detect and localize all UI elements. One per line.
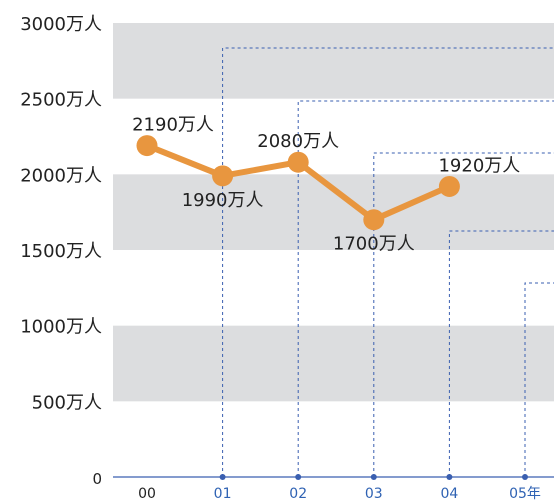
y-tick-label: 3000万人 bbox=[20, 14, 102, 35]
data-label: 2190万人 bbox=[132, 115, 214, 136]
data-label: 2080万人 bbox=[257, 131, 339, 152]
y-tick-label: 1500万人 bbox=[20, 241, 102, 262]
x-tick-label: 00 bbox=[138, 486, 156, 502]
axis-marker-dot bbox=[522, 474, 528, 480]
y-tick-label: 500万人 bbox=[32, 392, 102, 413]
y-tick-label: 2000万人 bbox=[20, 165, 102, 186]
guide-dashed-line bbox=[448, 230, 554, 477]
axis-marker-dot bbox=[370, 474, 377, 480]
data-point bbox=[212, 165, 234, 187]
grid-band bbox=[113, 23, 554, 99]
data-label: 1990万人 bbox=[182, 190, 264, 211]
data-point bbox=[287, 151, 309, 173]
axis-marker-dot bbox=[446, 474, 453, 480]
y-tick-label: 0 bbox=[92, 470, 102, 488]
data-point bbox=[363, 209, 385, 231]
data-label: 1920万人 bbox=[438, 155, 520, 176]
guide-dashed-line bbox=[222, 47, 554, 477]
axis-marker-dot bbox=[219, 474, 226, 480]
guide-dashed-line bbox=[297, 100, 554, 477]
y-tick-label: 2500万人 bbox=[20, 90, 102, 111]
x-tick-label: 02 bbox=[289, 486, 307, 502]
x-tick-label: 03 bbox=[365, 486, 383, 502]
grid-band bbox=[113, 325, 554, 402]
guide-dashed-line bbox=[373, 152, 554, 477]
data-point bbox=[136, 135, 158, 157]
y-tick-label: 1000万人 bbox=[20, 317, 102, 338]
x-tick-label: 04 bbox=[440, 486, 458, 502]
data-label: 1700万人 bbox=[333, 234, 415, 255]
x-tick-label: 05年 bbox=[509, 486, 541, 502]
guide-dashed-line bbox=[524, 282, 554, 477]
x-tick-label: 01 bbox=[214, 486, 232, 502]
data-point bbox=[438, 175, 460, 197]
axis-marker-dot bbox=[295, 474, 302, 480]
